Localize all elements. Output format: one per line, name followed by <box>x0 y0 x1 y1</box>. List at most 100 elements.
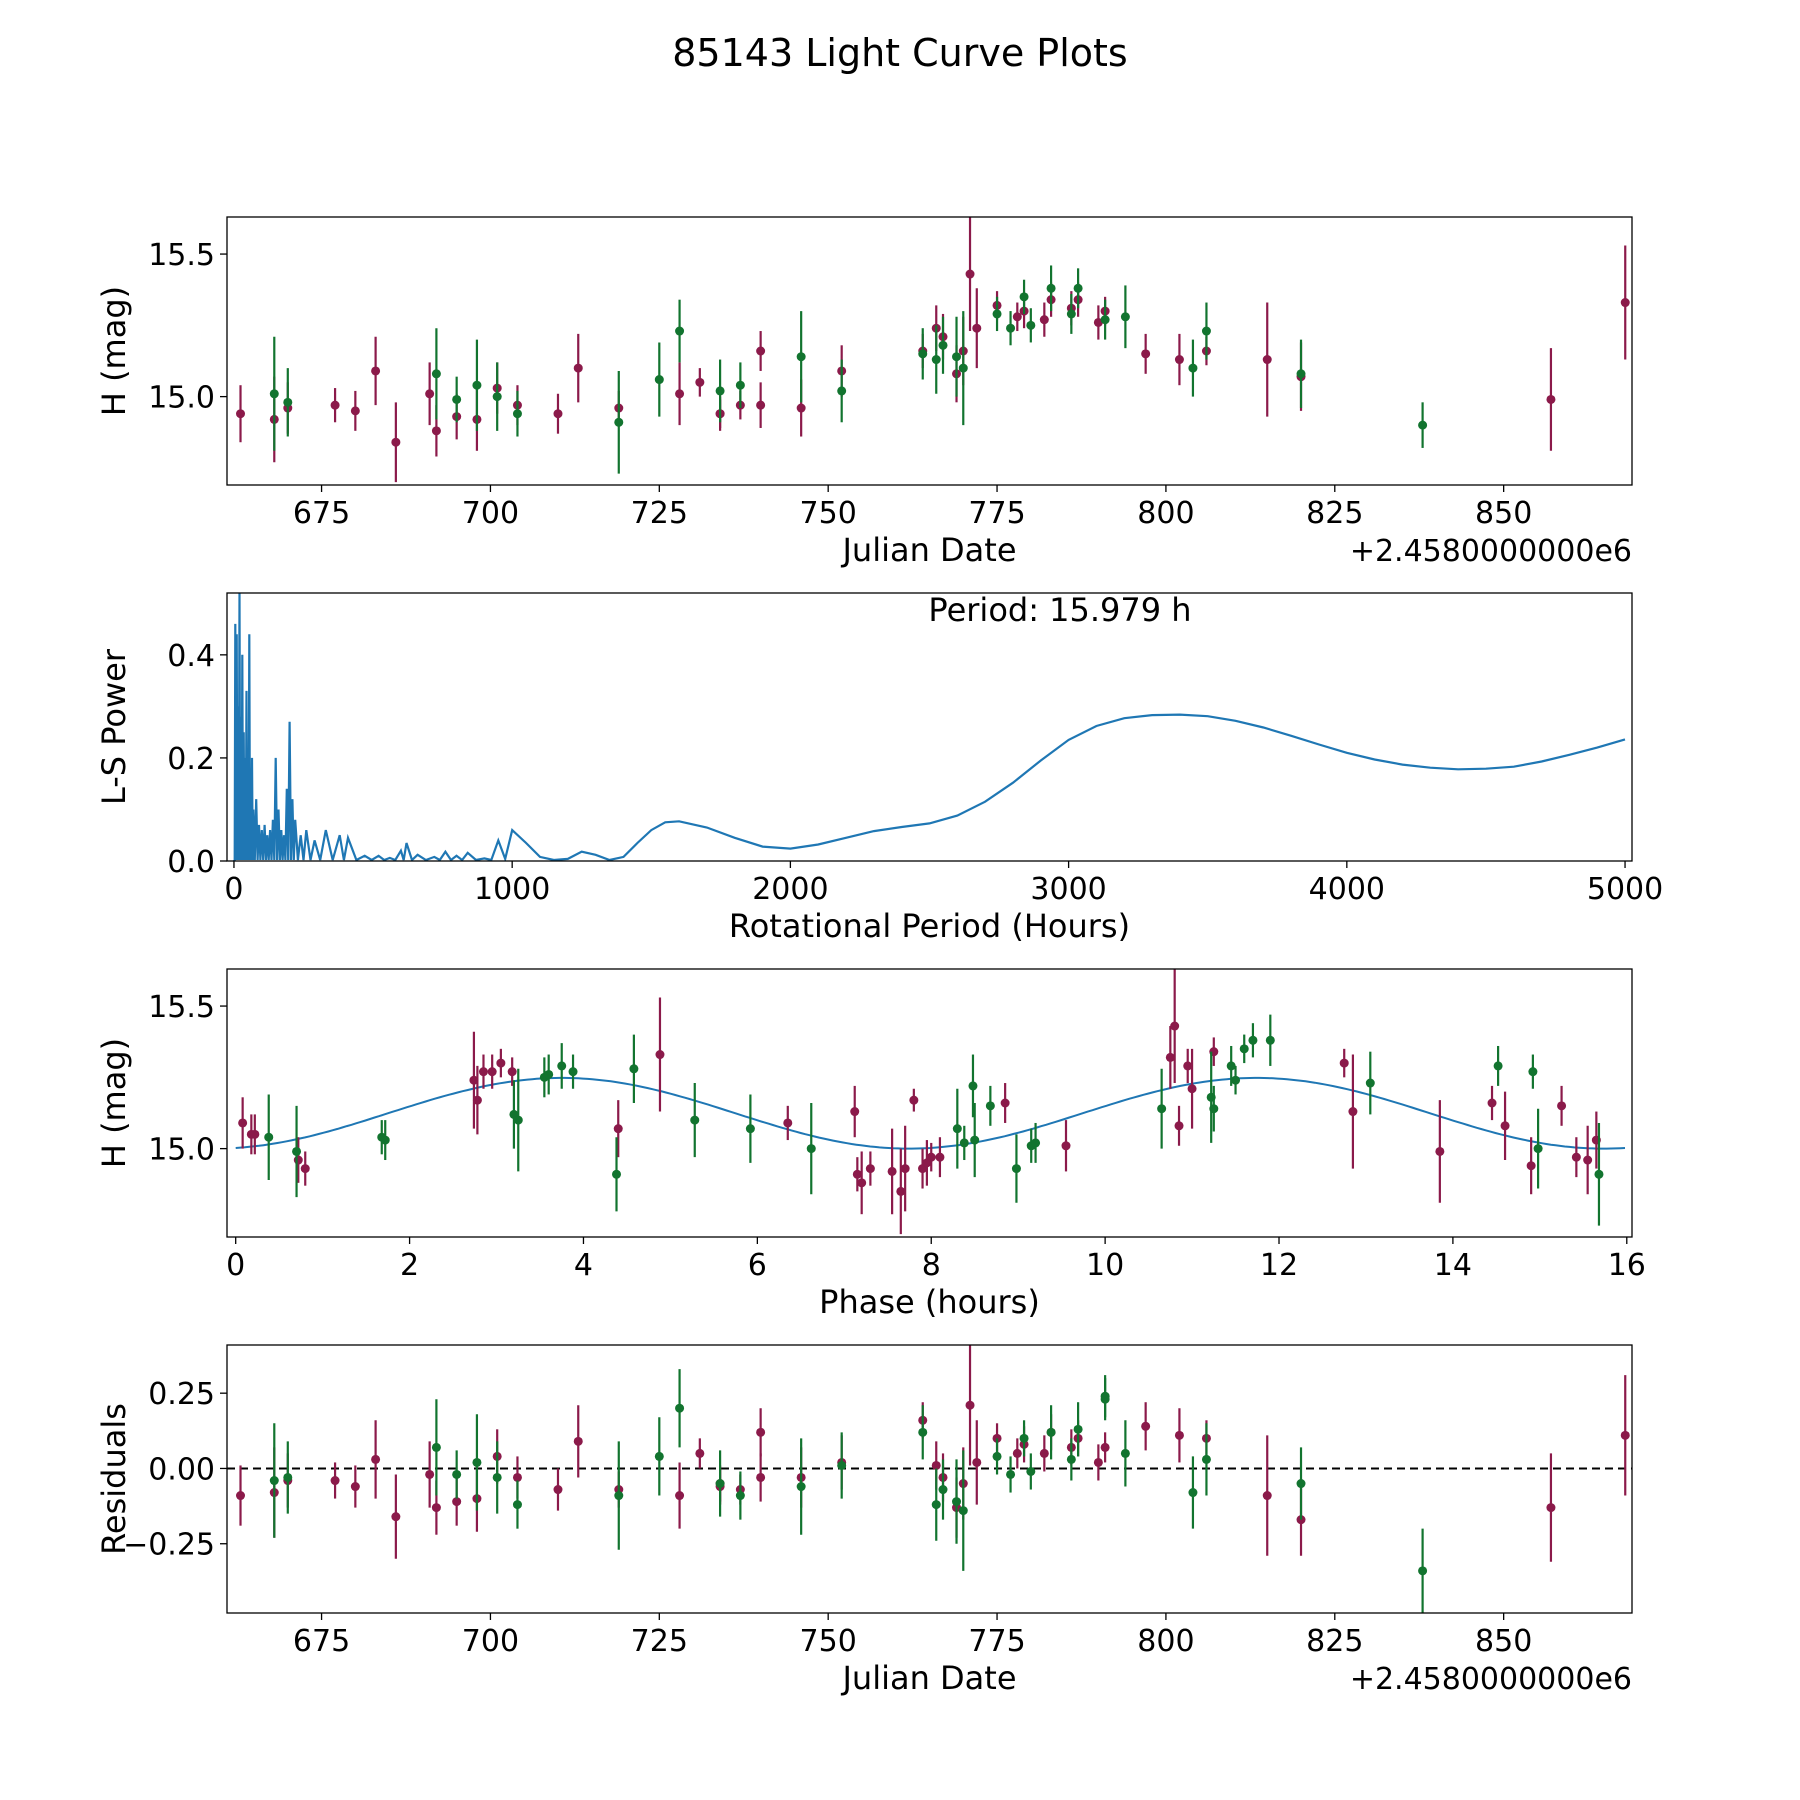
data-point-filter_b <box>1019 292 1029 302</box>
data-point-filter_b <box>796 352 806 362</box>
data-point-filter_b <box>1493 1061 1503 1071</box>
data-point-filter_a <box>573 1436 583 1446</box>
data-point-filter_a <box>350 1482 360 1492</box>
data-point-filter_b <box>968 1081 978 1091</box>
data-point-filter_a <box>935 1152 945 1162</box>
data-point-filter_a <box>553 409 563 419</box>
data-point-filter_b <box>1209 1104 1219 1114</box>
data-point-filter_a <box>852 1169 862 1179</box>
data-point-filter_b <box>568 1067 578 1077</box>
x-tick-label: 6 <box>748 1248 767 1283</box>
data-point-filter_b <box>1066 309 1076 319</box>
data-point-filter_a <box>478 1067 488 1077</box>
data-point-filter_a <box>756 346 766 356</box>
julian-date-frame <box>226 216 1633 486</box>
data-point-filter_a <box>330 400 340 410</box>
x-tick-label: 14 <box>1434 1248 1472 1283</box>
data-point-filter_b <box>1046 283 1056 293</box>
data-point-filter_a <box>469 1075 479 1085</box>
data-point-filter_a <box>655 1050 665 1060</box>
data-point-filter_a <box>1187 1084 1197 1094</box>
data-point-filter_a <box>896 1186 906 1196</box>
data-point-filter_a <box>1012 312 1022 322</box>
data-point-filter_a <box>1039 1448 1049 1458</box>
data-point-filter_b <box>837 386 847 396</box>
data-point-filter_a <box>1348 1107 1358 1117</box>
data-point-filter_b <box>1265 1035 1275 1045</box>
data-point-filter_a <box>1061 1141 1071 1151</box>
data-point-filter_a <box>553 1485 563 1495</box>
data-point-filter_a <box>350 406 360 416</box>
data-point-filter_b <box>264 1132 274 1142</box>
data-point-filter_b <box>985 1101 995 1111</box>
data-point-filter_b <box>1073 283 1083 293</box>
data-point-filter_a <box>371 366 381 376</box>
data-point-filter_b <box>1120 312 1130 322</box>
data-point-filter_a <box>1170 1021 1180 1031</box>
data-point-filter_b <box>269 389 279 399</box>
x-axis-label: Julian Date <box>840 1659 1016 1697</box>
data-point-filter_b <box>431 1442 441 1452</box>
data-point-filter_b <box>492 392 502 402</box>
y-tick-label: 15.5 <box>148 238 215 273</box>
data-point-filter_a <box>250 1129 260 1139</box>
data-point-filter_a <box>1093 1457 1103 1467</box>
data-point-filter_b <box>918 349 928 359</box>
x-tick-label: 675 <box>293 1624 350 1659</box>
data-point-filter_b <box>557 1061 567 1071</box>
data-point-filter_b <box>380 1135 390 1145</box>
data-point-filter_a <box>496 1058 506 1068</box>
data-point-filter_b <box>931 1500 941 1510</box>
data-point-filter_b <box>1226 1061 1236 1071</box>
data-point-filter_a <box>431 1503 441 1513</box>
data-point-filter_b <box>452 394 462 404</box>
x-tick-label: 775 <box>968 1624 1025 1659</box>
y-axis-label: H (mag) <box>95 286 133 416</box>
data-point-filter_b <box>629 1064 639 1074</box>
data-point-filter_b <box>1418 420 1428 430</box>
x-tick-label: 850 <box>1475 496 1532 531</box>
data-point-filter_a <box>487 1067 497 1077</box>
data-point-filter_b <box>654 1451 664 1461</box>
data-point-filter_b <box>283 397 293 407</box>
x-tick-label: 750 <box>800 496 857 531</box>
data-point-filter_b <box>1157 1104 1167 1114</box>
data-point-filter_b <box>735 380 745 390</box>
data-point-filter_b <box>283 1472 293 1482</box>
data-point-filter_a <box>756 1472 766 1482</box>
x-tick-label: 4 <box>574 1248 593 1283</box>
x-tick-label: 8 <box>922 1248 941 1283</box>
data-point-filter_b <box>1046 1427 1056 1437</box>
x-tick-label: 775 <box>968 496 1025 531</box>
data-point-filter_a <box>425 389 435 399</box>
data-point-filter_a <box>1620 1430 1630 1440</box>
data-point-filter_a <box>1339 1058 1349 1068</box>
data-point-filter_a <box>1262 355 1272 365</box>
data-point-filter_a <box>695 377 705 387</box>
data-point-filter_b <box>715 386 725 396</box>
data-point-filter_b <box>1026 320 1036 330</box>
data-point-filter_a <box>796 403 806 413</box>
residuals-frame <box>226 1344 1633 1614</box>
data-point-filter_b <box>675 326 685 336</box>
data-point-filter_b <box>1239 1044 1249 1054</box>
data-point-filter_a <box>756 1427 766 1437</box>
data-point-filter_b <box>1006 323 1016 333</box>
y-tick-label: 0.25 <box>148 1377 215 1412</box>
periodogram-panel: 0 1000 2000 3000 4000 5000 0.0 0.2 0.4 Rotational… <box>95 591 1663 945</box>
data-point-filter_b <box>918 1427 928 1437</box>
data-point-filter_b <box>959 1138 969 1148</box>
data-point-filter_a <box>931 1460 941 1470</box>
data-point-filter_a <box>573 363 583 373</box>
data-point-filter_a <box>1583 1155 1593 1165</box>
data-point-filter_b <box>806 1144 816 1154</box>
y-tick-label: 0.2 <box>167 742 215 777</box>
x-tick-label: 12 <box>1260 1248 1298 1283</box>
x-tick-label: 10 <box>1086 1248 1124 1283</box>
x-offset-label: +2.4580000000e6 <box>1350 1662 1632 1697</box>
data-point-filter_b <box>1594 1169 1604 1179</box>
data-point-filter_b <box>675 1403 685 1413</box>
periodogram-frame <box>226 592 1633 862</box>
x-axis-label: Julian Date <box>840 531 1016 569</box>
data-point-filter_a <box>613 1124 623 1134</box>
